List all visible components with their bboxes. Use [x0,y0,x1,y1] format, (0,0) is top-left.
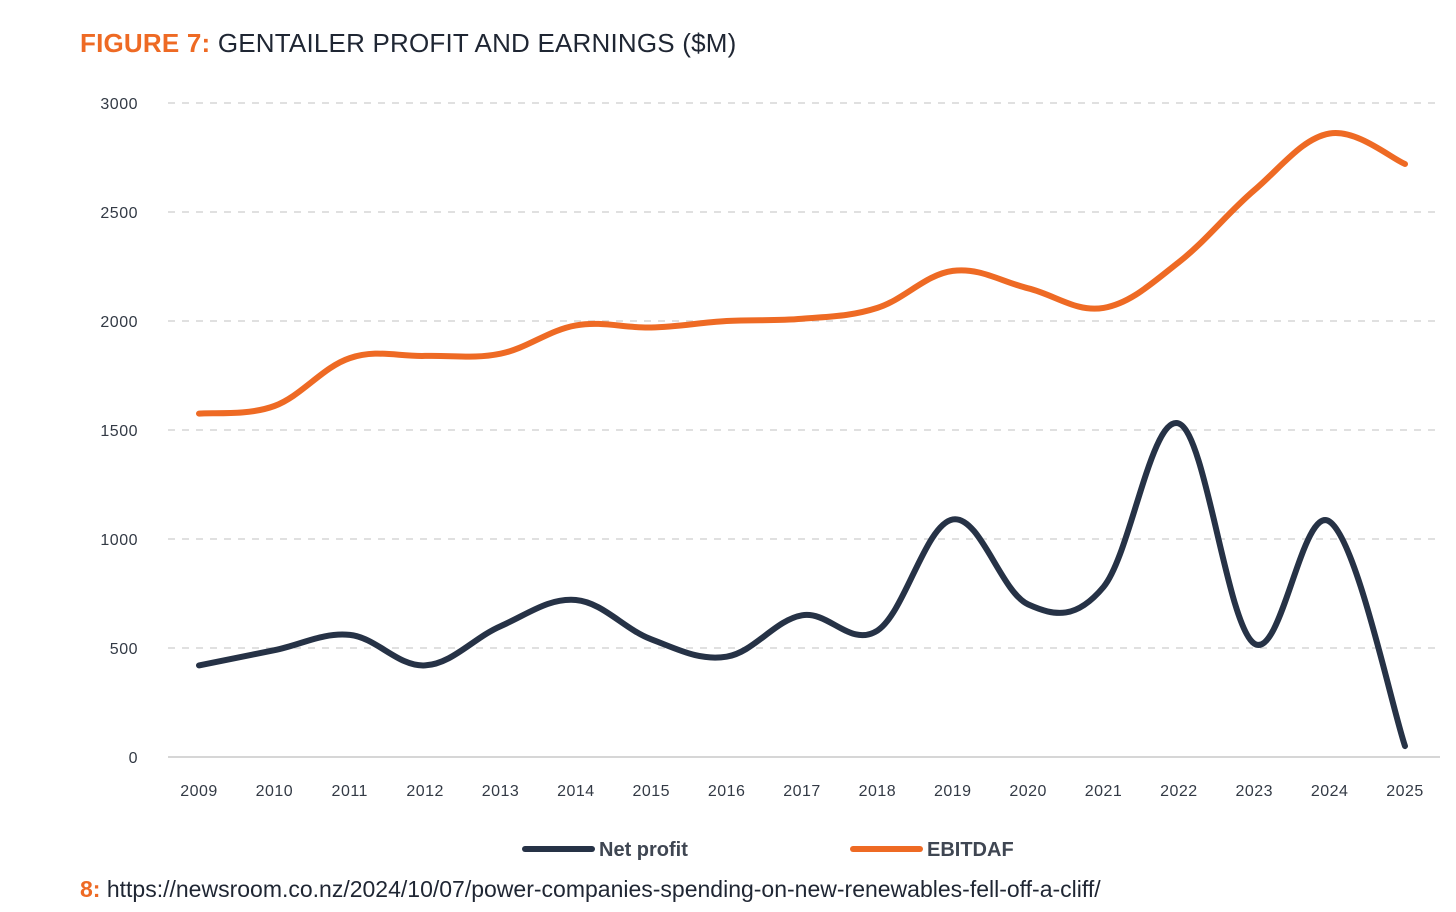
legend-label-ebitdaf: EBITDAF [927,839,1014,861]
legend-label-net-profit: Net profit [599,839,688,861]
series-line-ebitdaf [196,130,1408,417]
legend: Net profit EBITDAF [522,839,1014,861]
y-tick-label: 1500 [100,423,138,440]
x-tick-label: 2017 [783,783,821,800]
y-tick-label: 3000 [100,96,138,113]
x-tick-label: 2020 [1009,783,1047,800]
y-tick-label: 2500 [100,205,138,222]
x-axis-ticks: 2009 2010 2011 2012 2013 2014 2015 2016 2017 2018… [180,783,1424,800]
x-tick-label: 2018 [859,783,897,800]
series-lines [196,130,1408,750]
x-tick-label: 2010 [256,783,294,800]
x-tick-label: 2014 [557,783,595,800]
figure-label: FIGURE 7: [80,28,211,58]
footnote-link[interactable]: https://newsroom.co.nz/2024/10/07/power-… [106,876,1101,902]
y-axis-ticks: 0 500 1000 1500 2000 2500 3000 [100,96,138,767]
x-tick-label: 2023 [1235,783,1273,800]
x-tick-label: 2016 [708,783,746,800]
x-tick-label: 2015 [632,783,670,800]
x-tick-label: 2013 [482,783,520,800]
footnote: 8: https://newsroom.co.nz/2024/10/07/pow… [80,876,1101,903]
x-tick-label: 2019 [934,783,972,800]
x-tick-label: 2012 [406,783,444,800]
x-tick-label: 2024 [1311,783,1349,800]
x-tick-label: 2009 [180,783,218,800]
figure-title-text: GENTAILER PROFIT AND EARNINGS ($M) [217,28,737,58]
series-line-net-profit [196,420,1408,750]
y-tick-label: 1000 [100,532,138,549]
gridlines [168,102,1440,758]
y-tick-label: 0 [129,750,138,767]
footnote-number: 8: [80,876,101,902]
x-tick-label: 2022 [1160,783,1198,800]
figure-title: FIGURE 7: GENTAILER PROFIT AND EARNINGS … [80,28,737,59]
y-tick-label: 2000 [100,314,138,331]
y-tick-label: 500 [110,641,138,658]
x-tick-label: 2021 [1085,783,1123,800]
x-tick-label: 2025 [1386,783,1424,800]
x-tick-label: 2011 [332,783,368,800]
